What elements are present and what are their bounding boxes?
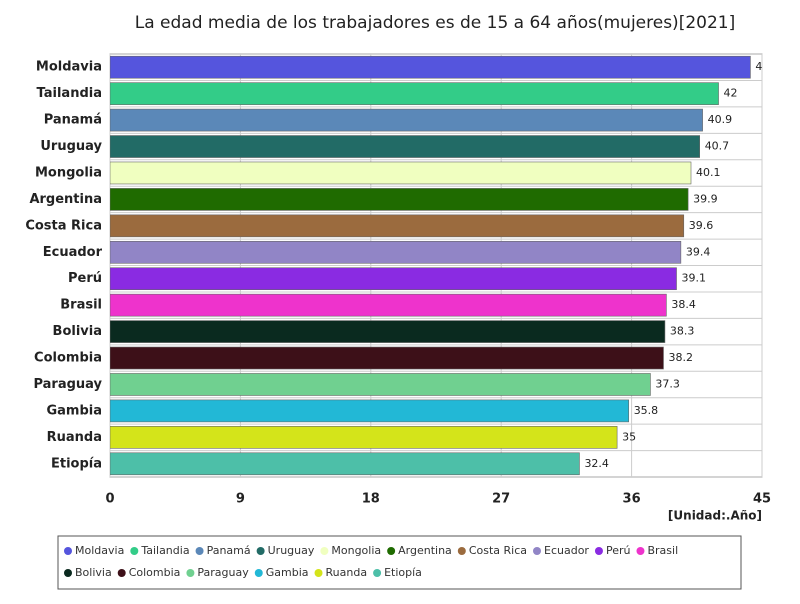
bar: [110, 346, 664, 370]
legend-marker: [457, 547, 466, 555]
bar: [110, 426, 618, 449]
legend-label: Ruanda: [326, 566, 368, 579]
legend-label: Panamá: [207, 544, 251, 557]
legend-marker: [594, 547, 603, 555]
legend-label: Tailandia: [140, 544, 189, 557]
bar: [110, 135, 700, 158]
legend-label: Gambia: [266, 566, 309, 579]
x-tick-label: 45: [753, 492, 771, 507]
legend-marker: [533, 547, 541, 555]
y-tick-label: Ruanda: [47, 430, 102, 445]
bar: [110, 55, 751, 79]
legend-label: Argentina: [398, 544, 452, 557]
legend-marker: [130, 547, 139, 555]
legend-label: Colombia: [129, 566, 181, 579]
data-label: 44.2: [755, 60, 780, 73]
y-tick-label: Costa Rica: [25, 218, 102, 233]
legend-label: Paraguay: [197, 566, 249, 579]
data-label: 38.4: [671, 298, 696, 311]
y-tick-label: Perú: [68, 271, 102, 286]
legend-marker: [195, 547, 204, 555]
data-label: 40.7: [705, 140, 730, 153]
legend-marker: [117, 569, 126, 577]
bar: [110, 188, 689, 211]
data-label: 32.4: [584, 457, 609, 470]
data-label: 38.3: [670, 325, 695, 338]
bar: [110, 108, 703, 132]
y-tick-label: Moldavia: [36, 60, 102, 75]
y-tick-label: Mongolia: [35, 165, 102, 180]
y-tick-label: Argentina: [29, 192, 102, 207]
bar: [110, 82, 719, 105]
legend-marker: [64, 569, 72, 577]
data-label: 39.4: [686, 245, 711, 258]
x-tick-label: 36: [623, 492, 641, 507]
legend-label: Mongolia: [331, 544, 381, 557]
bar: [110, 373, 651, 396]
legend-label: Ecuador: [544, 544, 589, 557]
legend-label: Perú: [606, 544, 631, 557]
data-label: 39.1: [682, 272, 707, 285]
bar: [110, 399, 630, 423]
legend-marker: [387, 547, 396, 555]
legend-marker: [314, 569, 323, 577]
bar: [110, 240, 682, 264]
data-label: 35.8: [634, 404, 659, 417]
legend-marker: [254, 569, 263, 577]
y-tick-label: Colombia: [34, 351, 102, 366]
y-tick-label: Gambia: [46, 403, 102, 418]
data-label: 39.6: [689, 219, 714, 232]
y-tick-label: Paraguay: [33, 377, 102, 392]
legend-marker: [373, 569, 382, 577]
legend-label: Moldavia: [75, 544, 124, 557]
y-tick-label: Tailandia: [37, 86, 102, 101]
x-tick-label: 18: [362, 492, 380, 507]
legend-marker: [256, 547, 265, 555]
bar: [110, 267, 677, 291]
legend-label: Brasil: [647, 544, 678, 557]
bar: [110, 452, 580, 476]
y-tick-label: Uruguay: [40, 139, 102, 154]
bar: [110, 320, 666, 343]
legend-label: Costa Rica: [469, 544, 527, 557]
data-label: 35: [622, 430, 636, 443]
legend-marker: [636, 547, 645, 555]
legend-marker: [320, 547, 329, 555]
data-label: 38.2: [668, 351, 693, 364]
legend-marker: [64, 547, 72, 555]
data-label: 37.3: [655, 377, 680, 390]
x-tick-label: 27: [492, 492, 510, 507]
data-label: 40.1: [696, 166, 721, 179]
legend-label: Bolivia: [75, 566, 112, 579]
legend-box: [57, 535, 742, 590]
data-label: 42: [724, 87, 738, 100]
y-tick-label: Panamá: [44, 113, 102, 128]
legend-label: Uruguay: [268, 544, 315, 557]
bars: 44.2 42 40.9 40.7 40.1 39.9 39.6 39.4 39.1 38.4 38…: [110, 55, 780, 476]
y-tick-label: Brasil: [60, 298, 102, 313]
y-tick-label: Ecuador: [43, 245, 103, 260]
bar: [110, 293, 667, 317]
bar: [110, 214, 685, 238]
unit-label: [Unidad:.Año]: [668, 509, 762, 523]
x-tick-label: 9: [236, 492, 245, 507]
y-tick-label: Bolivia: [53, 324, 102, 339]
data-label: 39.9: [693, 192, 718, 205]
y-tick-label: Etiopía: [51, 456, 102, 471]
chart-title: La edad media de los trabajadores es de …: [135, 13, 735, 33]
data-label: 40.9: [708, 113, 733, 126]
legend-marker: [186, 569, 195, 577]
x-tick-label: 0: [105, 492, 114, 507]
bar: [110, 161, 692, 185]
legend-label: Etiopía: [384, 566, 422, 579]
